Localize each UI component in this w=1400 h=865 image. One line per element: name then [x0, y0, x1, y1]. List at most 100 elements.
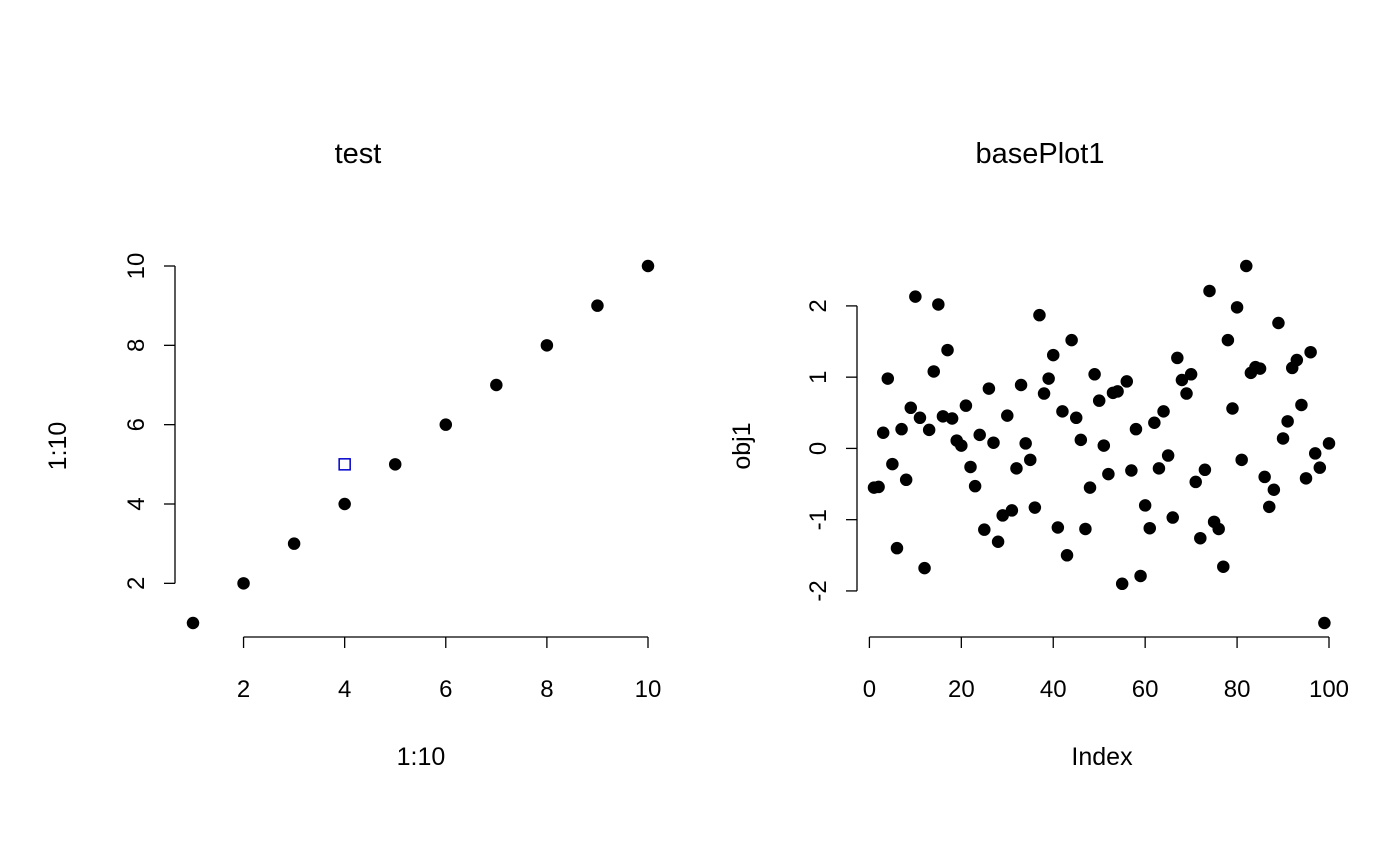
- data-point-square: [338, 458, 351, 471]
- data-point: [1001, 409, 1014, 422]
- data-point: [641, 259, 655, 273]
- data-point: [1092, 394, 1106, 407]
- data-point: [945, 412, 959, 425]
- data-point: [1180, 387, 1193, 400]
- data-point: [1258, 470, 1271, 484]
- y-axis-label: obj1: [728, 422, 756, 469]
- data-point: [1230, 301, 1244, 314]
- data-point: [1281, 415, 1294, 428]
- data-point: [1024, 453, 1037, 467]
- data-point: [1166, 511, 1179, 524]
- data-point: [1203, 284, 1216, 298]
- x-tick-label: 6: [439, 676, 452, 703]
- data-point: [1194, 531, 1207, 545]
- data-point: [338, 497, 351, 511]
- data-point: [1148, 416, 1161, 430]
- data-point: [876, 426, 890, 439]
- data-point: [955, 439, 968, 452]
- data-point: [1060, 549, 1074, 562]
- data-point: [1240, 259, 1253, 273]
- data-point: [991, 535, 1005, 549]
- y-axis: -2 -1 0 1 2: [805, 299, 858, 602]
- panel-baseplot1: basePlot1 Index obj1 0 20 40 60 80 100 -2 -1 0 1…: [728, 138, 1349, 771]
- chart-title: test: [335, 138, 382, 170]
- data-point: [1042, 372, 1055, 385]
- data-point: [1318, 616, 1331, 630]
- data-point: [1157, 405, 1170, 418]
- data-point: [899, 473, 913, 487]
- data-point: [1221, 333, 1235, 347]
- data-point: [1019, 437, 1032, 450]
- data-point: [1129, 422, 1143, 436]
- x-tick-label: 4: [338, 676, 351, 703]
- data-point: [1010, 462, 1023, 475]
- data-point: [1005, 504, 1019, 517]
- data-point: [1065, 333, 1078, 347]
- data-point: [918, 561, 931, 575]
- data-point: [1253, 362, 1267, 375]
- data-point: [1308, 447, 1322, 460]
- panel-test: test 1:10 1:10 2 4 6 8 10 2 4 6 8 10: [44, 138, 661, 771]
- data-point: [1184, 368, 1198, 381]
- data-point: [591, 299, 604, 312]
- x-tick-label: 10: [635, 676, 662, 703]
- data-point: [1267, 483, 1281, 496]
- x-tick-label: 80: [1224, 676, 1251, 703]
- data-point: [1138, 499, 1152, 512]
- data-point: [973, 428, 986, 442]
- data-point: [1295, 398, 1308, 412]
- data-point: [1079, 522, 1092, 536]
- data-point: [439, 418, 453, 431]
- data-point: [490, 378, 503, 392]
- x-tick-label: 0: [863, 676, 876, 703]
- plot-points: [867, 259, 1336, 630]
- data-point: [927, 365, 940, 378]
- y-tick-label: 10: [123, 253, 150, 280]
- y-tick-label: 6: [123, 418, 150, 431]
- data-point: [1313, 461, 1327, 474]
- data-point: [1069, 411, 1083, 425]
- x-axis-label: 1:10: [397, 743, 446, 771]
- data-point: [904, 401, 918, 415]
- data-point: [1134, 569, 1147, 583]
- data-point: [1046, 348, 1060, 362]
- y-tick-label: -1: [805, 509, 832, 530]
- data-point: [388, 458, 402, 471]
- data-point: [1074, 433, 1088, 447]
- data-point: [987, 436, 1000, 449]
- y-tick-label: 2: [123, 577, 150, 590]
- data-point: [1161, 449, 1175, 462]
- data-point: [237, 577, 250, 590]
- data-point: [1235, 453, 1248, 467]
- data-point: [1083, 481, 1097, 494]
- data-point: [1014, 378, 1028, 392]
- data-point: [1290, 353, 1304, 367]
- data-point: [1189, 475, 1202, 489]
- data-point: [1111, 385, 1124, 398]
- chart-title: basePlot1: [976, 138, 1105, 170]
- data-point: [1276, 432, 1290, 445]
- data-point: [1152, 462, 1166, 475]
- x-tick-label: 2: [237, 676, 250, 703]
- y-axis-label: 1:10: [44, 422, 72, 471]
- data-point: [1097, 439, 1111, 452]
- data-point: [287, 537, 301, 550]
- data-point: [1143, 521, 1157, 535]
- data-point: [1115, 577, 1129, 591]
- y-tick-label: 8: [123, 339, 150, 352]
- x-tick-label: 100: [1309, 676, 1349, 703]
- data-point: [1051, 521, 1065, 534]
- data-point: [1102, 467, 1115, 481]
- plot-points: [186, 259, 655, 630]
- y-tick-label: 0: [805, 442, 832, 455]
- x-tick-label: 20: [948, 676, 975, 703]
- data-point: [1125, 464, 1138, 477]
- data-point: [913, 411, 927, 425]
- data-point: [982, 382, 996, 395]
- x-tick-label: 8: [540, 676, 553, 703]
- data-point: [1175, 373, 1189, 387]
- data-point: [1226, 402, 1239, 415]
- y-tick-label: 2: [805, 299, 832, 312]
- data-point: [881, 372, 895, 385]
